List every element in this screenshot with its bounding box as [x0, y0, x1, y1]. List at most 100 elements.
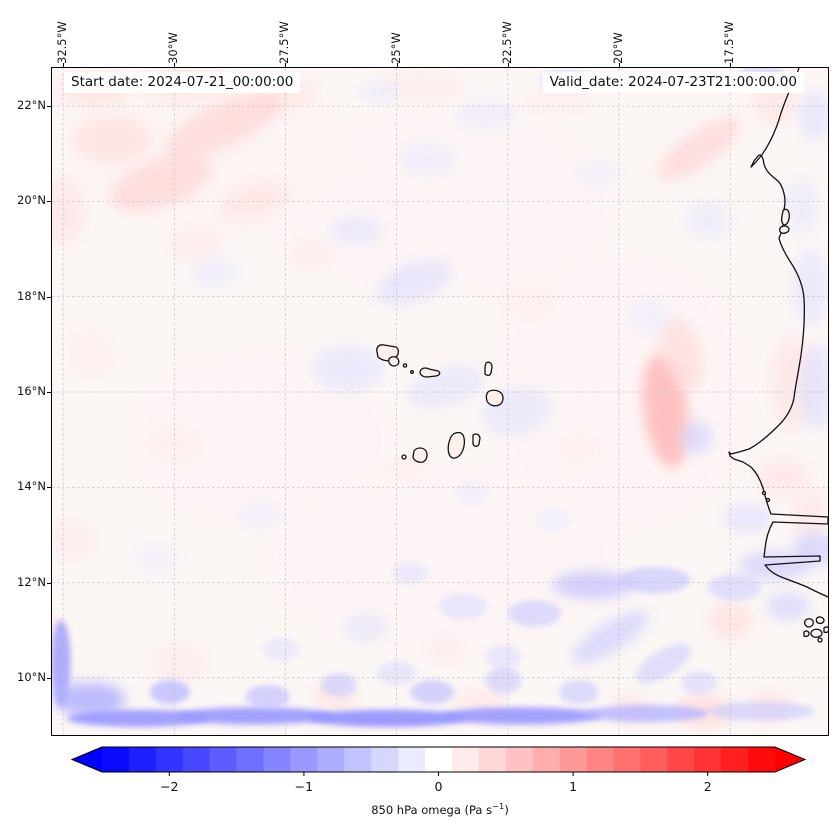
- omega-anomaly-blob: [149, 680, 190, 704]
- omega-anomaly-blob: [507, 600, 562, 627]
- colorbar-segment: [451, 747, 480, 772]
- omega-anomaly-blob: [792, 532, 828, 566]
- colorbar-segment: [425, 747, 453, 772]
- colorbar-label-exponent: −1: [492, 801, 505, 811]
- omega-anomaly-blob: [289, 239, 335, 269]
- omega-anomaly-blob: [263, 463, 619, 654]
- colorbar-tick-label: 2: [704, 779, 712, 794]
- omega-anomaly-blob: [356, 79, 402, 104]
- omega-anomaly-blob: [67, 330, 112, 378]
- omega-anomaly-blob: [681, 670, 717, 695]
- omega-anomaly-blob: [681, 420, 713, 454]
- omega-anomaly-blob: [52, 177, 86, 245]
- colorbar-segment: [344, 747, 372, 772]
- colorbar-segment: [667, 747, 695, 772]
- colorbar-segment: [478, 747, 507, 772]
- omega-anomaly-blob: [166, 92, 281, 158]
- omega-anomaly-blob: [152, 644, 206, 683]
- omega-anomaly-blob: [245, 685, 290, 709]
- island-boa-vista: [485, 389, 504, 407]
- lat-tick-label: 10°N: [17, 669, 46, 684]
- lon-tick-mark: [285, 63, 287, 67]
- omega-anomaly-blob: [321, 673, 357, 697]
- omega-anomaly-blob: [169, 227, 224, 261]
- colorbar-extend-min: [72, 747, 102, 772]
- lat-tick-label: 18°N: [17, 288, 46, 303]
- omega-field-layer: [52, 68, 828, 728]
- colorbar-tick-label: −1: [295, 779, 313, 794]
- omega-anomaly-blob: [534, 508, 571, 533]
- omega-anomaly-blob: [454, 480, 491, 504]
- island-santiago: [447, 431, 466, 459]
- omega-anomaly-blob: [52, 520, 92, 559]
- omega-anomaly-blob: [52, 620, 71, 707]
- omega-anomaly-blob: [485, 644, 522, 669]
- lon-tick-label: 22.5°W: [499, 21, 514, 64]
- colorbar-segment: [290, 747, 318, 772]
- omega-anomaly-blob: [556, 434, 602, 464]
- omega-anomaly-blob: [552, 570, 633, 600]
- island-sao-nicolau: [419, 367, 441, 378]
- island-maio: [472, 433, 481, 447]
- omega-anomaly-blob: [707, 574, 762, 601]
- omega-anomaly-blob: [685, 201, 731, 240]
- omega-anomaly-blob: [708, 601, 753, 640]
- colorbar-segment: [613, 747, 641, 772]
- lon-tick-label: 17.5°W: [722, 21, 737, 64]
- colorbar-segment: [263, 747, 291, 772]
- colorbar-label-close: ): [504, 802, 509, 817]
- omega-anomaly-blob: [485, 666, 522, 694]
- colorbar-outline: [70, 746, 807, 773]
- colorbar: −2 −1 0 1 2: [70, 746, 807, 794]
- colorbar-segment: [640, 747, 668, 772]
- colorbar-segment: [532, 747, 561, 772]
- omega-anomaly-blob: [134, 544, 179, 573]
- colorbar-segment: [236, 747, 264, 772]
- colorbar-extend-max: [775, 747, 805, 772]
- omega-anomaly-blob: [739, 551, 811, 581]
- omega-anomaly-blob: [707, 701, 815, 721]
- lat-tick-mark: [47, 487, 51, 489]
- coastline-west-africa: [728, 68, 828, 598]
- colorbar-segment: [209, 747, 237, 772]
- islet: [410, 370, 414, 374]
- omega-anomaly-blob: [574, 158, 619, 188]
- omega-anomaly-blob: [657, 117, 741, 181]
- lat-tick-mark: [47, 201, 51, 203]
- lat-tick-label: 16°N: [17, 383, 46, 398]
- lon-tick-mark: [618, 63, 620, 67]
- colorbar-segment: [721, 747, 749, 772]
- omega-anomaly-blob: [792, 249, 828, 326]
- start-date-annotation: Start date: 2024-07-21_00:00:00: [64, 72, 301, 93]
- lat-tick-label: 22°N: [17, 98, 46, 113]
- islet: [402, 363, 408, 368]
- omega-anomaly-blob: [571, 610, 649, 664]
- omega-anomaly-blob: [799, 344, 828, 431]
- colorbar-segment: [748, 747, 776, 772]
- omega-anomaly-blob: [559, 680, 599, 704]
- colorbar-label: 850 hPa omega (Pa s−1): [52, 801, 828, 817]
- coastline-layer: [376, 68, 828, 643]
- lon-tick-label: 32.5°W: [55, 21, 70, 64]
- colorbar-segment: [128, 747, 157, 772]
- lon-tick-mark: [730, 63, 732, 67]
- omega-anomaly-blob: [454, 101, 517, 130]
- omega-anomaly-blob: [503, 282, 557, 321]
- omega-anomaly-blob: [236, 501, 281, 531]
- lat-tick-label: 12°N: [17, 574, 46, 589]
- colorbar-segment: [505, 747, 534, 772]
- colorbar-label-text: 850 hPa omega (Pa s: [371, 802, 493, 817]
- colorbar-segment: [398, 747, 426, 772]
- island-sao-vicente: [388, 356, 400, 367]
- omega-anomaly-blob: [636, 643, 691, 684]
- omega-anomaly-blob: [783, 177, 820, 235]
- lat-tick-label: 20°N: [17, 193, 46, 208]
- omega-anomaly-blob: [174, 707, 335, 725]
- omega-anomaly-blob: [54, 682, 126, 716]
- lon-tick-label: 25°W: [388, 32, 403, 64]
- lat-tick-mark: [47, 677, 51, 679]
- omega-anomaly-blob: [263, 637, 299, 662]
- omega-anomaly-blob: [765, 592, 811, 621]
- omega-anomaly-blob: [799, 91, 828, 140]
